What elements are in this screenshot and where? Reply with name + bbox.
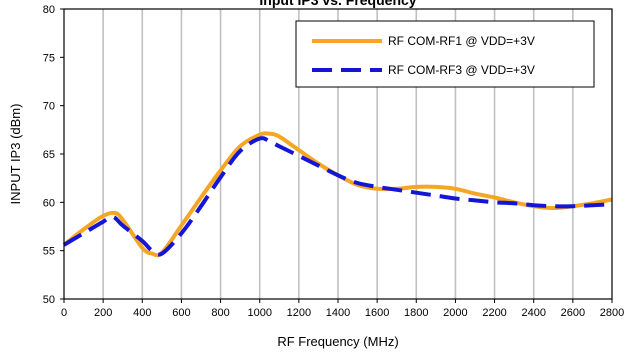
x-axis-label: RF Frequency (MHz) xyxy=(277,334,398,349)
y-axis-label: INPUT IP3 (dBm) xyxy=(8,104,23,205)
x-tick-label: 200 xyxy=(94,307,112,319)
x-tick-label: 2400 xyxy=(521,307,545,319)
y-tick-label: 55 xyxy=(43,246,55,258)
y-tick-label: 80 xyxy=(43,4,55,16)
legend-label-1: RF COM-RF1 @ VDD=+3V xyxy=(388,34,535,48)
series-line-2 xyxy=(62,136,613,257)
x-tick-label: 2000 xyxy=(443,307,467,319)
y-tick-label: 60 xyxy=(43,197,55,209)
x-tick-label: 600 xyxy=(172,307,190,319)
legend-label-2: RF COM-RF3 @ VDD=+3V xyxy=(388,63,535,77)
x-tick-label: 800 xyxy=(211,307,229,319)
y-tick-label: 50 xyxy=(43,294,55,306)
x-tick-label: 2200 xyxy=(482,307,506,319)
y-tick-label: 75 xyxy=(43,52,55,64)
y-tick-label: 70 xyxy=(43,101,55,113)
x-tick-label: 2600 xyxy=(561,307,585,319)
series-layer xyxy=(62,131,613,258)
axis-ticks: 0 200 400 600 800 1000 1200 1400 1600 1800 2000 220… xyxy=(43,4,624,319)
x-tick-label: 0 xyxy=(61,307,67,319)
legend-box xyxy=(295,20,595,88)
x-tick-label: 1600 xyxy=(365,307,389,319)
x-tick-label: 2800 xyxy=(600,307,624,319)
x-tick-label: 400 xyxy=(133,307,151,319)
x-tick-label: 1400 xyxy=(326,307,350,319)
x-tick-label: 1200 xyxy=(287,307,311,319)
x-tick-label: 1800 xyxy=(404,307,428,319)
x-tick-label: 1000 xyxy=(247,307,271,319)
y-tick-label: 65 xyxy=(43,149,55,161)
chart-title: Input IP3 vs. Frequency xyxy=(259,0,416,8)
legend: RF COM-RF1 @ VDD=+3V RF COM-RF3 @ VDD=+3V xyxy=(295,20,595,88)
